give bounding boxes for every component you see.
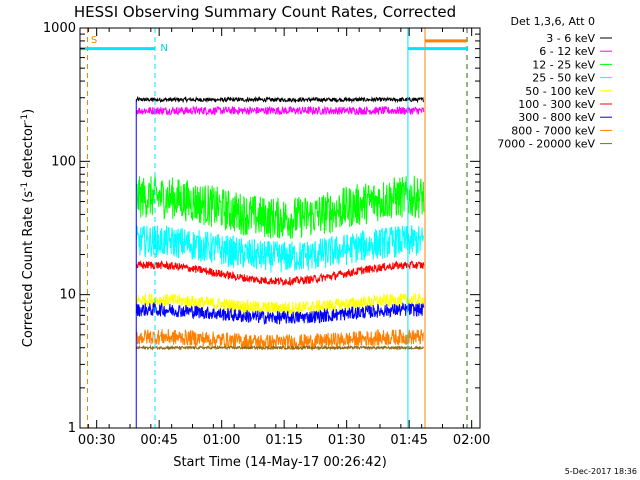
series-line-4 — [135, 292, 425, 315]
legend-label: 7000 - 20000 keV — [497, 138, 595, 151]
legend-label: 300 - 800 keV — [518, 111, 595, 124]
x-tick-label: 00:45 — [140, 433, 177, 448]
y-axis-label: Corrected Count Rate (s-1 detector-1) — [20, 109, 36, 347]
x-tick-label: 01:45 — [390, 433, 427, 448]
legend-label: 50 - 100 keV — [525, 85, 595, 98]
x-tick-label: 02:00 — [453, 433, 490, 448]
x-tick-label: 01:30 — [328, 433, 365, 448]
x-tick-label: 00:30 — [78, 433, 115, 448]
series-line-0 — [135, 95, 424, 104]
y-tick-label: 10 — [59, 288, 76, 303]
x-tick-label: 01:00 — [203, 433, 240, 448]
saa-label: S — [91, 35, 97, 46]
legend-title: Det 1,3,6, Att 0 — [511, 15, 595, 28]
y-tick-label: 1 — [68, 421, 76, 436]
series-line-1 — [136, 105, 425, 117]
footer-date: 5-Dec-2017 18:36 — [565, 467, 637, 476]
legend-label: 25 - 50 keV — [532, 72, 595, 85]
y-axis: 1 10 100 1000 — [43, 21, 480, 436]
series-line-2 — [135, 175, 425, 239]
legend-label: 12 - 25 keV — [532, 58, 595, 71]
legend-label: 6 - 12 keV — [539, 45, 595, 58]
plot-area — [135, 95, 425, 428]
y-tick-label: 1000 — [43, 21, 76, 36]
legend-label: 3 - 6 keV — [546, 32, 595, 45]
series-line-6 — [135, 301, 425, 326]
legend-label: 800 - 7000 keV — [511, 124, 595, 137]
plot-frame — [79, 27, 481, 429]
x-axis: 00:30 00:45 01:00 01:15 01:30 01:45 02:00 — [78, 28, 490, 448]
series-line-7 — [135, 328, 425, 351]
time-markers: SN — [79, 28, 468, 428]
y-tick-label: 100 — [51, 154, 76, 169]
series-line-3 — [135, 224, 425, 273]
series-line-8 — [135, 344, 424, 351]
series-line-5 — [135, 259, 425, 287]
x-tick-label: 01:15 — [265, 433, 302, 448]
night-label: N — [160, 43, 167, 54]
x-axis-label: Start Time (14-May-17 00:26:42) — [173, 455, 387, 470]
chart-title: HESSI Observing Summary Count Rates, Cor… — [74, 3, 456, 21]
legend-label: 100 - 300 keV — [518, 98, 595, 111]
